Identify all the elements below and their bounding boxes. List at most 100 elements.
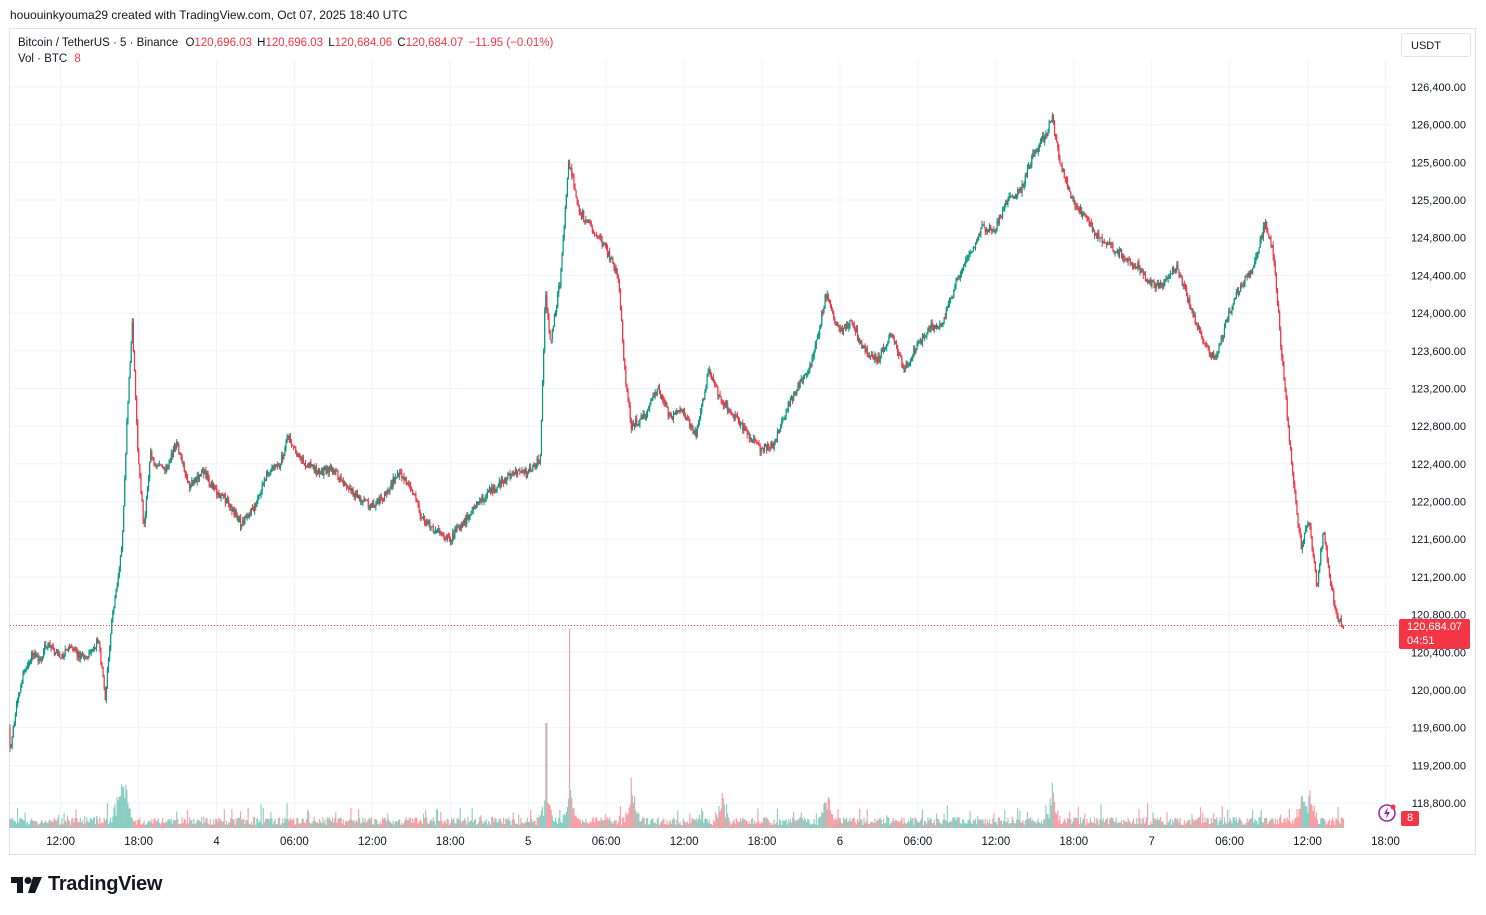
candle-body <box>1198 326 1201 332</box>
volume-bar <box>211 824 214 828</box>
candle-body <box>1053 120 1056 135</box>
candle-body <box>54 653 57 655</box>
last-price-tag: 120,684.07 04:51 <box>1399 619 1470 649</box>
candle-body <box>685 416 688 420</box>
volume-bar <box>650 820 652 828</box>
candle-body <box>1325 542 1327 548</box>
volume-bar <box>549 805 551 828</box>
volume-bar <box>920 818 922 828</box>
volume-bar <box>445 823 447 828</box>
symbol-name[interactable]: Bitcoin / TetherUS · 5 · Binance <box>18 37 179 49</box>
candle-body <box>896 345 899 353</box>
alert-count-badge[interactable]: 8 <box>1401 811 1419 826</box>
volume-bar <box>640 821 642 828</box>
candle-body <box>114 598 116 608</box>
lightning-alert-icon[interactable] <box>1377 803 1397 823</box>
symbol-legend[interactable]: Bitcoin / TetherUS · 5 · Binance O120,69… <box>18 35 553 67</box>
candle-body <box>1222 335 1224 339</box>
volume-bar <box>1077 806 1079 828</box>
volume-bar <box>373 824 375 828</box>
candle-body <box>553 315 556 327</box>
candle-body <box>639 418 641 424</box>
candle-body <box>578 206 580 213</box>
candle-body <box>150 451 152 463</box>
candle-body <box>336 470 338 472</box>
candle-body <box>765 446 768 450</box>
volume-bar <box>896 820 899 828</box>
volume-bar <box>391 823 393 828</box>
candle-body <box>1166 277 1168 279</box>
volume-bar <box>1178 822 1180 828</box>
candle-body <box>773 441 775 449</box>
candle-body <box>1332 587 1334 591</box>
volume-bar <box>1342 818 1345 828</box>
candle-body <box>209 484 211 487</box>
volume-bar <box>1110 817 1112 828</box>
volume-bar <box>822 813 824 828</box>
volume-bar <box>414 818 416 828</box>
candle-body <box>1018 189 1020 191</box>
volume-bar <box>363 822 365 828</box>
volume-bar <box>446 818 448 828</box>
candle-body <box>484 497 486 501</box>
volume-bar <box>730 824 732 828</box>
volume-bar <box>125 784 127 828</box>
volume-bar <box>286 803 288 828</box>
volume-bar <box>59 824 61 828</box>
volume-bar <box>328 817 330 828</box>
volume-bar <box>680 824 682 828</box>
candle-body <box>697 423 700 426</box>
candle-body <box>353 492 355 497</box>
candle-body <box>810 364 812 366</box>
volume-bar <box>26 821 28 828</box>
candle-body <box>694 430 696 434</box>
volume-bar <box>580 823 583 828</box>
candle-body <box>961 270 964 272</box>
volume-bar <box>867 823 869 828</box>
candle-body <box>798 384 800 388</box>
tradingview-logo[interactable]: TradingView <box>11 873 162 896</box>
volume-bar <box>79 818 81 828</box>
volume-bar <box>725 804 728 828</box>
volume-bar <box>92 817 94 828</box>
volume-bar <box>795 821 797 828</box>
candle-body <box>120 549 123 557</box>
volume-bar <box>931 822 933 828</box>
candle-body <box>729 409 731 411</box>
candle-body <box>863 345 865 347</box>
candle-body <box>859 338 861 344</box>
volume-bar <box>702 811 704 828</box>
candle-body <box>1000 215 1003 218</box>
volume-bar <box>1273 823 1275 828</box>
candle-body <box>1066 180 1069 188</box>
volume-bar <box>1292 819 1294 828</box>
candle-body <box>1193 314 1195 317</box>
candle-body <box>81 653 84 656</box>
candle-body <box>391 482 393 487</box>
volume-bar <box>940 823 942 828</box>
volume-bar <box>571 797 573 828</box>
volume-bar <box>443 821 445 828</box>
candle-body <box>79 654 81 659</box>
candle-body <box>341 480 343 482</box>
candle-body <box>525 469 527 478</box>
currency-selector[interactable]: USDT <box>1401 33 1471 57</box>
candle-body <box>376 501 378 505</box>
candle-body <box>187 481 190 483</box>
candle-body <box>355 493 357 498</box>
volume-label[interactable]: Vol · BTC <box>18 53 68 65</box>
candle-body <box>36 656 38 658</box>
candle-body <box>170 453 172 461</box>
candle-body <box>173 445 176 450</box>
volume-bar <box>124 797 126 828</box>
volume-bar <box>461 820 464 828</box>
candle-body <box>635 418 637 426</box>
candle-body <box>845 327 847 329</box>
candle-body <box>986 228 989 232</box>
volume-bar <box>1271 817 1273 828</box>
candle-body <box>614 267 616 273</box>
volume-bar <box>105 818 107 828</box>
candle-body <box>1051 115 1053 122</box>
volume-bar <box>273 821 275 828</box>
